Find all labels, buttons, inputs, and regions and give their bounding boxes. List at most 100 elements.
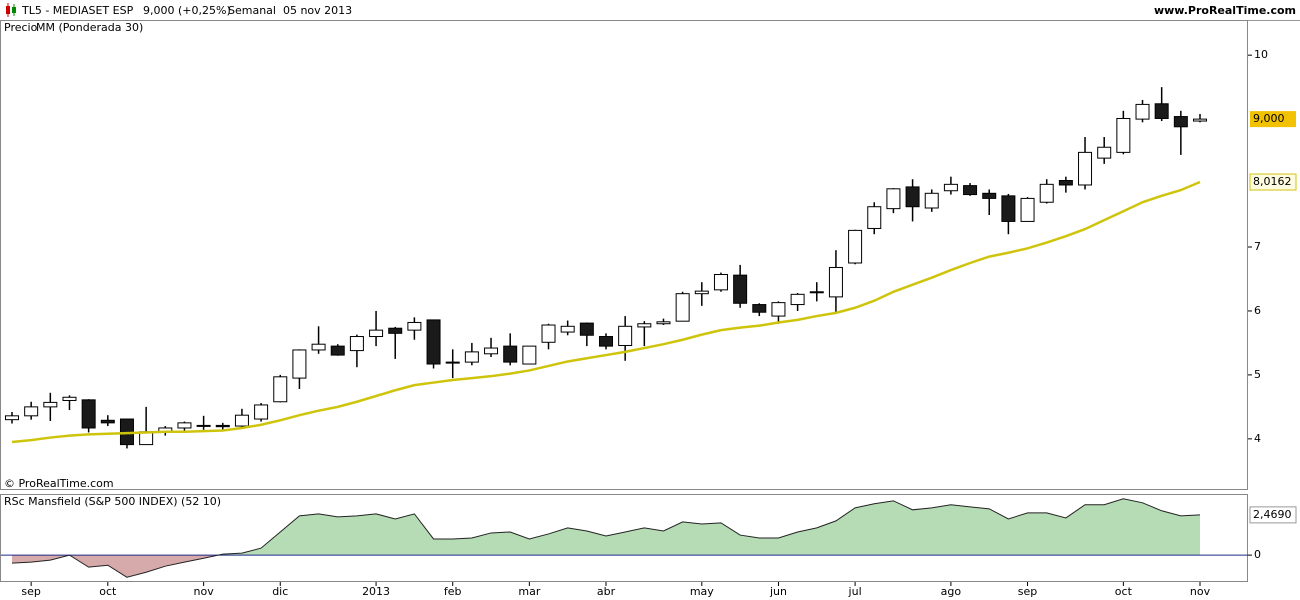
sub-frame (0, 494, 1248, 582)
rsc-tag-label: 2,4690 (1253, 508, 1292, 521)
candle-body (905, 186, 920, 208)
x-tick-label: mar (518, 585, 540, 598)
candle-body (426, 319, 441, 365)
candle-body (713, 274, 728, 291)
candle-body (867, 206, 882, 229)
candle-body (790, 293, 805, 306)
candle-body (24, 406, 39, 417)
candle-body (924, 192, 939, 209)
candle-body (464, 351, 479, 363)
candle-body (292, 349, 307, 379)
candle-body (943, 183, 958, 192)
y-tick-label: 10 (1254, 48, 1268, 61)
candle-body (599, 336, 613, 347)
candle-body (445, 361, 460, 364)
candle-body (809, 291, 824, 294)
sub-title: RSc Mansfield (S&P 500 INDEX) (52 10) (4, 495, 221, 508)
x-tick-label: ago (941, 585, 962, 598)
candle-body (1116, 117, 1131, 153)
symbol: TL5 - MEDIASET ESP (21, 4, 134, 17)
x-tick-label: jul (848, 585, 862, 598)
legend-price: Precio (4, 21, 38, 34)
candle-body (503, 345, 518, 363)
candle-body (273, 376, 288, 403)
period: Semanal 05 nov 2013 (228, 4, 352, 17)
quote: 9,000 (+0,25%) (143, 4, 231, 17)
candle-body (694, 290, 709, 295)
candle-body (1078, 151, 1093, 186)
y-tick-label: 7 (1254, 240, 1261, 253)
candle-body (81, 399, 96, 429)
candle-body (388, 327, 403, 334)
x-tick-label: feb (444, 585, 462, 598)
candle-body (848, 229, 863, 264)
y-tick-label: 0 (1254, 548, 1261, 561)
x-tick-label: abr (597, 585, 616, 598)
y-tick-label: 4 (1254, 432, 1261, 445)
x-tick-label: nov (194, 585, 215, 598)
rsc-tag (1249, 506, 1297, 524)
candle-body (254, 404, 269, 420)
candle-body (177, 422, 192, 429)
candle-body (733, 274, 748, 304)
ma-tag-label: 8,0162 (1253, 175, 1292, 188)
area-negative (12, 555, 1200, 578)
x-tick-label: dic (272, 585, 288, 598)
ma-tag (1249, 173, 1297, 191)
candle-body (43, 401, 58, 408)
candle-body (579, 322, 594, 336)
candle-body (5, 415, 19, 421)
main-frame (0, 20, 1248, 490)
candle-body (234, 414, 249, 427)
candle-body (541, 324, 556, 343)
candle-body (1097, 146, 1112, 159)
moving-average (11, 180, 1201, 444)
candle-body (484, 347, 499, 355)
candle-body (618, 325, 633, 346)
watermark: © ProRealTime.com (4, 477, 114, 490)
y-tick-label: 6 (1254, 304, 1261, 317)
area-positive (218, 498, 1200, 555)
legend-entry: MM (Ponderada 30) (36, 21, 143, 34)
header-icon (6, 3, 16, 17)
candle-body (675, 293, 690, 322)
candle-body (982, 192, 997, 199)
candle-body (637, 323, 652, 328)
candle-body (522, 345, 537, 365)
candle-body (1039, 183, 1054, 203)
x-tick-label: sep (21, 585, 40, 598)
candle-body (828, 266, 843, 298)
candle-body (1154, 103, 1169, 119)
candle-body (369, 329, 384, 338)
x-tick-label: jun (769, 585, 787, 598)
x-tick-label: may (690, 585, 714, 598)
candle-body (1020, 197, 1035, 222)
candle-body (311, 343, 326, 351)
price-tag-label: 9,000 (1253, 112, 1285, 125)
candle-body (330, 345, 345, 356)
candle-body (100, 419, 115, 424)
candle-body (1058, 180, 1073, 186)
candle-body (349, 336, 364, 352)
x-tick-label: oct (1115, 585, 1133, 598)
candle-body (1135, 103, 1150, 120)
candle-body (656, 321, 671, 325)
candle-body (752, 304, 767, 313)
candle-body (196, 424, 211, 427)
price-tag (1250, 111, 1296, 128)
candle-body (1193, 118, 1207, 122)
candle-body (1173, 116, 1188, 128)
candle-body (215, 424, 230, 428)
candle-body (62, 396, 77, 401)
site: www.ProRealTime.com (1154, 4, 1296, 17)
x-tick-label: 2013 (362, 585, 390, 598)
candle-body (886, 188, 901, 210)
candle-body (407, 321, 422, 331)
candle-body (1001, 195, 1016, 222)
y-tick-label: 5 (1254, 368, 1261, 381)
rsc-line (11, 498, 1201, 578)
x-tick-label: oct (99, 585, 117, 598)
candle-body (560, 325, 575, 333)
